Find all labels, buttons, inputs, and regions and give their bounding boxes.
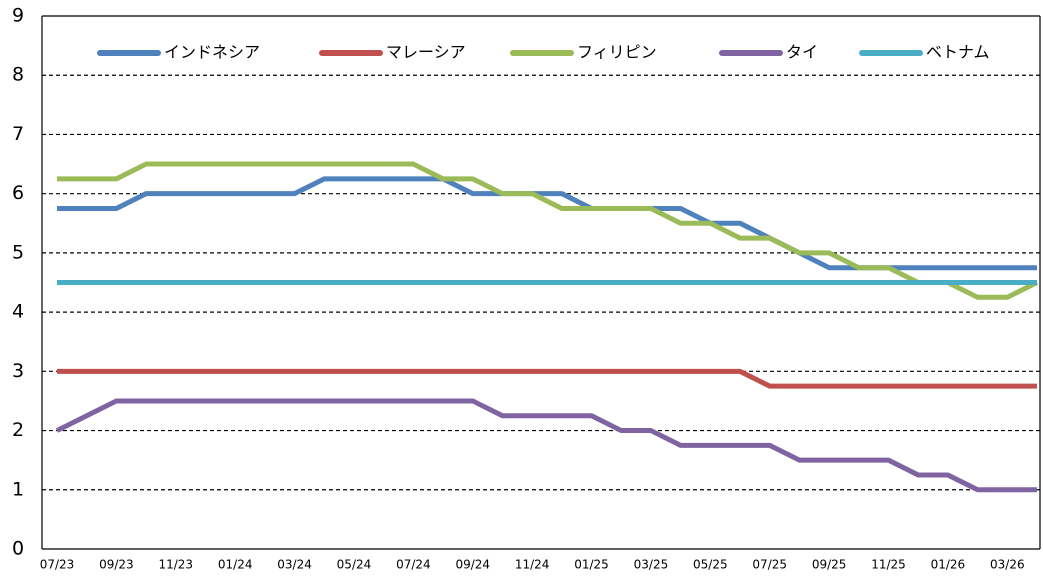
legend-label: フィリピン — [577, 43, 657, 62]
x-tick-label: 07/23 — [40, 558, 75, 572]
legend-label: タイ — [786, 43, 818, 62]
x-tick-label: 09/24 — [455, 558, 490, 572]
y-tick-label: 7 — [12, 123, 24, 145]
y-tick-label: 6 — [12, 182, 24, 204]
y-tick-label: 8 — [12, 64, 24, 86]
legend-label: ベトナム — [926, 43, 990, 62]
x-tick-label: 11/24 — [515, 558, 550, 572]
y-tick-label: 0 — [12, 538, 24, 560]
x-tick-label: 11/25 — [871, 558, 906, 572]
x-tick-label: 05/24 — [337, 558, 372, 572]
series-line — [57, 161, 1039, 300]
legend-label: インドネシア — [164, 43, 260, 62]
x-tick-label: 09/23 — [99, 558, 134, 572]
y-tick-label: 3 — [12, 360, 24, 382]
series-line — [57, 176, 1037, 271]
y-tick-label: 2 — [12, 419, 24, 441]
y-tick-label: 5 — [12, 241, 24, 263]
x-tick-label: 01/24 — [218, 558, 253, 572]
legend-label: マレーシア — [386, 43, 466, 62]
x-tick-label: 09/25 — [812, 558, 847, 572]
x-tick-label: 03/25 — [634, 558, 669, 572]
x-tick-label: 07/25 — [752, 558, 787, 572]
x-tick-label: 07/24 — [396, 558, 431, 572]
x-tick-label: 11/23 — [158, 558, 193, 572]
x-tick-label: 03/26 — [990, 558, 1025, 572]
series-line — [55, 398, 1037, 493]
y-tick-label: 9 — [12, 5, 24, 27]
y-tick-label: 1 — [12, 478, 24, 500]
x-tick-label: 01/26 — [931, 558, 966, 572]
series-line — [57, 368, 1037, 389]
x-tick-label: 03/24 — [277, 558, 312, 572]
x-tick-label: 05/25 — [693, 558, 728, 572]
x-tick-label: 01/25 — [574, 558, 609, 572]
y-tick-label: 4 — [12, 301, 24, 323]
